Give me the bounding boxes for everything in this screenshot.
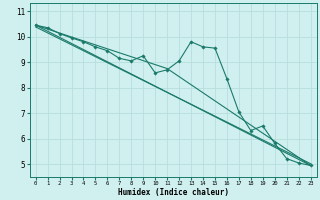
X-axis label: Humidex (Indice chaleur): Humidex (Indice chaleur) bbox=[118, 188, 228, 197]
